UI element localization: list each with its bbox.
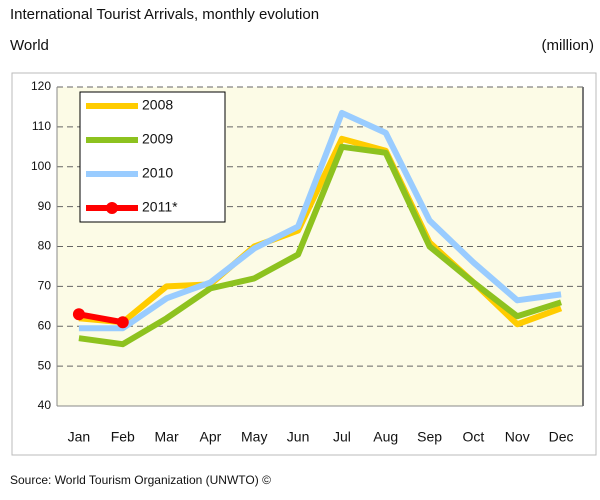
source: Source: World Tourism Organization (UNWT… xyxy=(10,473,271,487)
series-line xyxy=(78,109,562,332)
y-tick-label: 120 xyxy=(31,79,51,93)
y-axis-label: (million) xyxy=(542,37,595,54)
x-tick-label: Aug xyxy=(373,429,398,445)
series-line xyxy=(78,143,562,348)
x-tick-label: May xyxy=(241,429,267,445)
x-tick-label: Nov xyxy=(505,429,530,445)
chart-frame xyxy=(11,72,597,456)
chart-subtitle: World xyxy=(10,37,49,54)
x-tick-label: Jun xyxy=(287,429,310,445)
legend-marker xyxy=(106,202,118,214)
x-tick-label: Dec xyxy=(549,429,574,445)
y-tick-label: 90 xyxy=(38,199,52,213)
x-tick-label: Feb xyxy=(111,429,135,445)
legend-label: 2009 xyxy=(142,131,173,147)
y-tick-label: 40 xyxy=(38,398,52,412)
x-tick-label: Sep xyxy=(417,429,442,445)
y-tick-label: 60 xyxy=(38,318,52,332)
x-tick-label: Oct xyxy=(463,429,485,445)
legend-label: 2008 xyxy=(142,97,173,113)
y-tick-label: 110 xyxy=(32,119,51,133)
series-marker xyxy=(72,308,85,321)
y-tick-label: 50 xyxy=(38,358,52,372)
series-line xyxy=(78,311,124,326)
x-tick-label: Jan xyxy=(68,429,91,445)
legend-label: 2011* xyxy=(142,199,178,215)
y-tick-label: 80 xyxy=(38,239,52,253)
x-tick-label: Apr xyxy=(200,429,222,445)
x-tick-label: Jul xyxy=(333,429,351,445)
y-tick-label: 100 xyxy=(31,159,51,173)
chart-title: International Tourist Arrivals, monthly … xyxy=(10,6,319,23)
legend-label: 2010 xyxy=(142,165,173,181)
legend-box xyxy=(79,91,226,223)
series-marker xyxy=(116,316,129,329)
x-tick-label: Mar xyxy=(155,429,179,445)
y-tick-label: 70 xyxy=(38,279,52,293)
